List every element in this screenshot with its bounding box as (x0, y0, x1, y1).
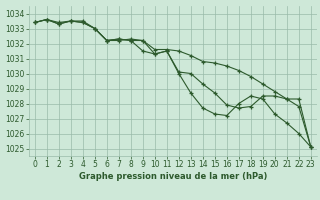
X-axis label: Graphe pression niveau de la mer (hPa): Graphe pression niveau de la mer (hPa) (79, 172, 267, 181)
